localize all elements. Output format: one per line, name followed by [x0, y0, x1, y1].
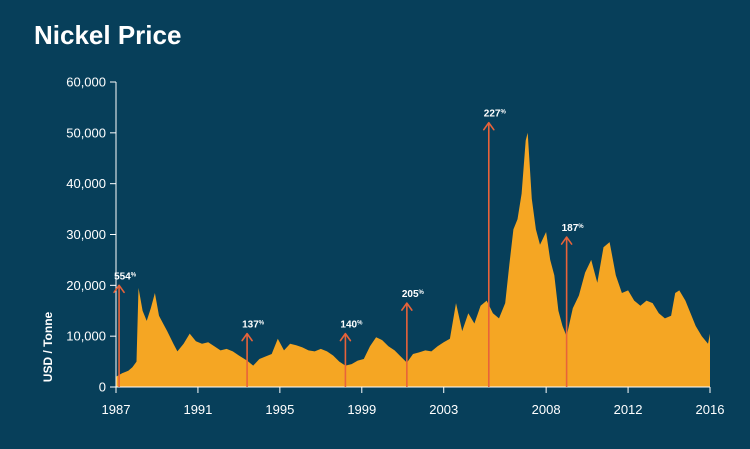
annotation-arrow: 187% — [560, 223, 585, 387]
y-tick-label: 10,000 — [66, 329, 106, 344]
axes-layer: 0 10,000 20,000 30,000 40,000 50,000 60,000 198… — [66, 75, 724, 418]
annotation-arrow: 140% — [339, 320, 363, 387]
annotation-arrow-head — [339, 332, 352, 342]
x-tick-label: 2016 — [696, 402, 725, 417]
annotations-layer: 554% 137% 140% 205% 227% 187% — [113, 109, 585, 387]
annotation-label: 554% — [114, 271, 137, 282]
annotation-label: 137% — [242, 320, 265, 331]
annotation-arrow-head — [401, 302, 413, 311]
annotation-arrow-head — [241, 332, 253, 342]
price-area-series — [116, 132, 710, 387]
annotation-label: 205% — [402, 289, 425, 300]
annotation-arrow-head — [113, 284, 125, 294]
annotation-label: 187% — [562, 223, 585, 234]
y-tick-label: 0 — [99, 380, 106, 395]
area-layer — [116, 132, 710, 387]
chart-title: Nickel Price — [34, 20, 181, 50]
annotation-arrow-head — [482, 121, 495, 131]
annotation-arrow-head — [560, 236, 573, 245]
x-tick-label: 1987 — [102, 402, 131, 417]
annotation-label: 140% — [340, 320, 363, 331]
annotation-arrow: 227% — [482, 109, 507, 387]
y-tick-label: 60,000 — [66, 75, 106, 90]
annotation-arrow: 554% — [113, 271, 137, 387]
x-tick-label: 1999 — [347, 402, 376, 417]
x-tick-label: 2008 — [532, 402, 561, 417]
x-tick-label: 1995 — [265, 402, 294, 417]
y-tick-label: 40,000 — [66, 176, 106, 191]
y-axis-title: USD / Tonne — [41, 311, 55, 382]
y-tick-label: 20,000 — [66, 278, 106, 293]
annotation-arrow: 137% — [241, 320, 265, 387]
annotation-label: 227% — [484, 109, 507, 120]
x-tick-label: 2003 — [429, 402, 458, 417]
y-tick-label: 30,000 — [66, 227, 106, 242]
y-tick-label: 50,000 — [66, 125, 106, 140]
x-tick-label: 2012 — [614, 402, 643, 417]
x-tick-label: 1991 — [183, 402, 212, 417]
annotation-arrow: 205% — [401, 289, 425, 387]
